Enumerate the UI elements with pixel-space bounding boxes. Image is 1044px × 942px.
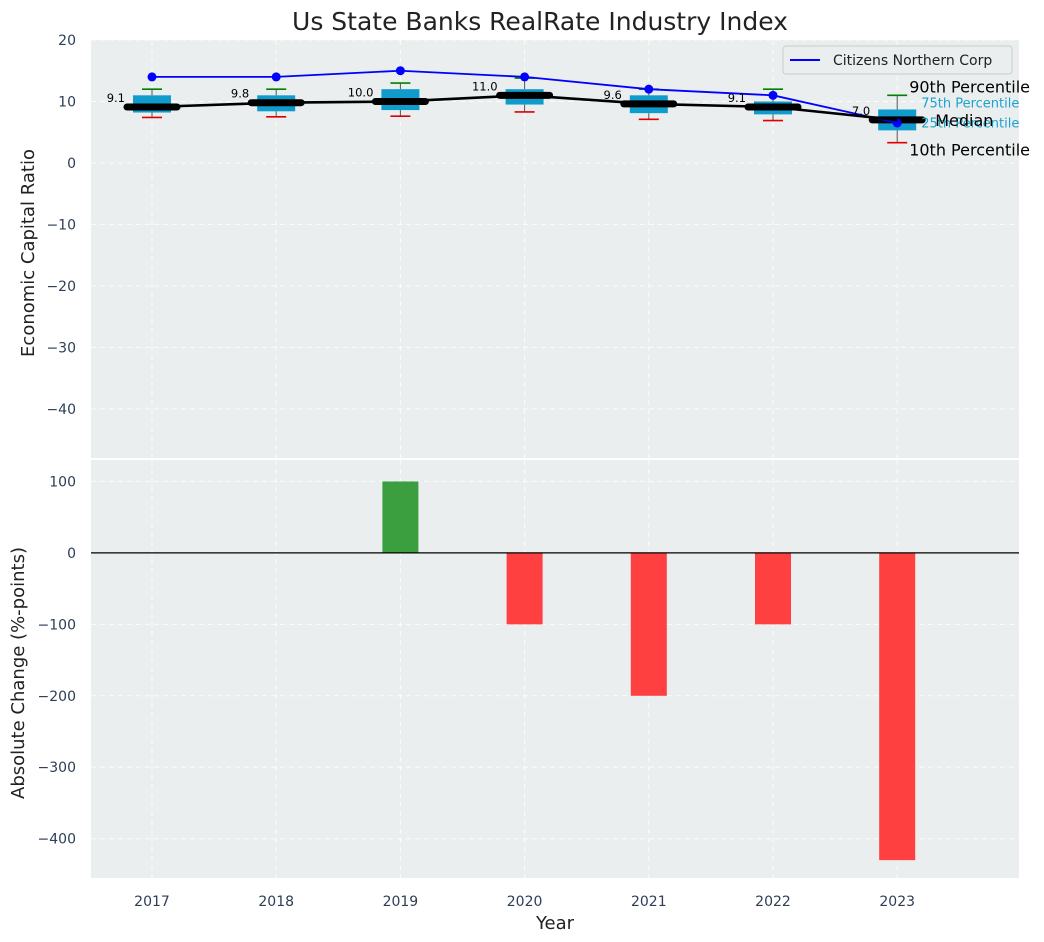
top-y-ticks: 20 10 0 −10 −20 −30 −40 (46, 33, 76, 418)
chart-title: Us State Banks RealRate Industry Index (292, 7, 788, 36)
bottom-y-axis-label: Absolute Change (%-points) (8, 547, 29, 799)
median-value-label: 9.1 (728, 91, 746, 105)
change-bars (382, 481, 916, 861)
top-y-tick-label: 10 (58, 94, 76, 110)
x-ticks: 2017 2018 2019 2020 2021 2022 2023 (134, 894, 915, 910)
annotation-10th-percentile: 10th Percentile (909, 141, 1030, 160)
legend-label-citizens: Citizens Northern Corp (833, 53, 992, 69)
bar-2020 (506, 552, 543, 625)
percentile-annotations: 75th Percentile 25th Percentile 90th Per… (909, 77, 1030, 159)
x-tick-label-2017: 2017 (134, 894, 170, 910)
bottom-y-ticks: 100 0 −100 −200 −300 −400 (38, 474, 76, 847)
top-panel: 20 10 0 −10 −20 −30 −40 9.1 9.8 10.0 11.0 9.6 9.1 7.… (18, 33, 1030, 458)
x-tick-label-2018: 2018 (258, 894, 294, 910)
median-value-label: 10.0 (348, 85, 374, 99)
bar-2023 (879, 552, 916, 861)
point-citizens-northern-corp (395, 66, 405, 76)
bar-2019 (382, 481, 419, 553)
bottom-y-tick-label: −300 (38, 760, 76, 776)
annotation-25th-percentile: 25th Percentile (921, 116, 1019, 131)
x-axis-label: Year (535, 913, 575, 934)
point-citizens-northern-corp (644, 84, 654, 94)
median-value-label: 11.0 (472, 79, 498, 93)
x-tick-label-2021: 2021 (631, 894, 667, 910)
point-citizens-northern-corp (520, 72, 530, 82)
bottom-y-tick-label: −100 (38, 617, 76, 633)
bottom-y-tick-label: 0 (67, 546, 76, 562)
line-median (151, 94, 898, 122)
point-citizens-northern-corp (271, 72, 281, 82)
annotation-median: Median (935, 111, 993, 130)
bar-2022 (755, 552, 791, 625)
top-plot-background (91, 40, 1019, 458)
median-value-label: 9.1 (107, 91, 125, 105)
x-tick-label-2019: 2019 (383, 894, 419, 910)
bottom-y-tick-label: −200 (38, 689, 76, 705)
top-grid (91, 39, 1019, 458)
top-y-tick-label: −10 (46, 217, 76, 233)
point-citizens-northern-corp (147, 72, 157, 82)
x-tick-label-2020: 2020 (507, 894, 543, 910)
bottom-plot-background (91, 460, 1019, 878)
median-value-label: 9.6 (604, 88, 622, 102)
top-y-tick-label: 0 (67, 156, 76, 172)
bottom-y-tick-label: −400 (38, 832, 76, 848)
series-lines (147, 66, 902, 128)
top-y-axis-label: Economic Capital Ratio (18, 149, 39, 357)
point-citizens-northern-corp (768, 90, 778, 100)
x-tick-label-2023: 2023 (879, 894, 915, 910)
legend-box (782, 45, 1013, 75)
median-value-label: 9.8 (231, 87, 249, 101)
top-y-tick-label: 20 (58, 33, 76, 49)
top-y-tick-label: −30 (46, 340, 76, 356)
median-labels: 9.1 9.8 10.0 11.0 9.6 9.1 7.0 (107, 79, 870, 118)
bottom-panel: 100 0 −100 −200 −300 −400 2017 2018 2019 2020 202… (8, 460, 1019, 934)
top-y-tick-label: −40 (46, 402, 76, 418)
top-y-tick-label: −20 (46, 279, 76, 295)
bottom-y-tick-label: 100 (49, 474, 76, 490)
annotation-75th-percentile: 75th Percentile (921, 96, 1019, 111)
legend: Citizens Northern Corp (782, 45, 1013, 75)
median-value-label: 7.0 (852, 104, 870, 118)
annotation-90th-percentile: 90th Percentile (909, 77, 1030, 96)
x-tick-label-2022: 2022 (755, 894, 791, 910)
bar-2021 (630, 552, 667, 696)
